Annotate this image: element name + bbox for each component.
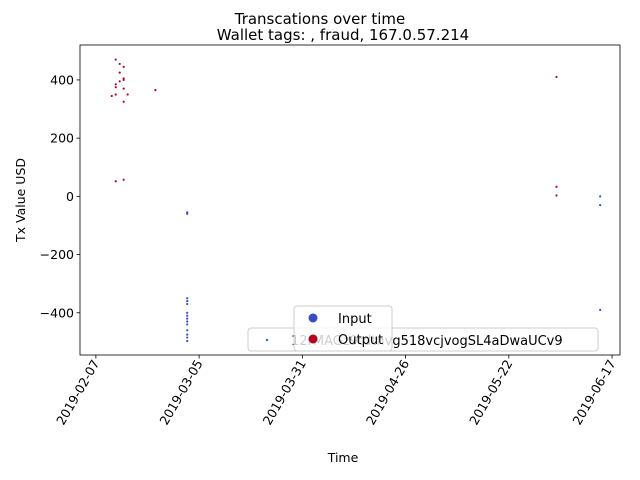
plot-area <box>80 45 620 355</box>
data-point-output <box>122 178 125 181</box>
data-point-output <box>122 65 125 68</box>
data-point-input <box>186 297 189 300</box>
y-tick-label: 400 <box>50 72 74 87</box>
data-point-output <box>118 62 121 66</box>
plot-background <box>80 45 620 355</box>
data-point-output <box>122 100 125 103</box>
legend-input-marker <box>308 313 318 323</box>
data-point-input <box>599 195 602 198</box>
data-point-output <box>122 87 125 90</box>
x-axis-label: Time <box>327 450 359 465</box>
legend-secondary-marker <box>265 338 269 342</box>
legend-box <box>293 305 393 352</box>
data-point-output <box>114 86 117 89</box>
legend-output-label: Output <box>338 333 383 348</box>
legend: Input Output <box>293 305 393 352</box>
data-point-output <box>555 194 558 197</box>
series-input <box>186 195 602 343</box>
chart-subtitle: Wallet tags: , fraud, 167.0.57.214 <box>217 26 469 44</box>
chart-title: Transcations over time <box>234 10 406 28</box>
y-tick-label: 200 <box>50 131 74 146</box>
data-point-input <box>186 323 189 326</box>
data-point-input <box>186 336 189 339</box>
data-point-output <box>114 58 117 61</box>
data-point-input <box>186 333 189 336</box>
data-point-input <box>186 302 189 306</box>
data-point-input <box>186 314 189 317</box>
data-point-input <box>186 311 189 314</box>
data-point-input <box>599 308 602 311</box>
series-output <box>110 58 558 197</box>
plot-frame <box>79 44 621 356</box>
data-point-output <box>114 83 117 86</box>
data-point-output <box>122 78 125 82</box>
data-point-output <box>114 93 117 96</box>
data-point-input <box>186 300 189 303</box>
data-point-input <box>186 339 189 343</box>
data-point-input <box>186 212 189 215</box>
data-point-input <box>186 320 189 323</box>
legend-output-marker <box>308 334 318 344</box>
legend-input-label: Input <box>338 312 372 327</box>
data-point-input <box>599 203 602 207</box>
data-point-output <box>110 94 113 98</box>
data-point-output <box>114 180 117 183</box>
data-point-output <box>555 75 558 79</box>
data-point-output <box>126 93 129 96</box>
y-tick-label: 0 <box>66 189 74 204</box>
y-axis-label: Tx Value USD <box>13 158 28 243</box>
data-point-output <box>118 80 121 83</box>
data-point-output <box>555 185 558 188</box>
y-tick-label: −200 <box>40 247 74 262</box>
data-point-input <box>186 317 189 320</box>
data-point-input <box>186 329 189 332</box>
data-point-output <box>118 71 121 74</box>
data-point-output <box>154 89 157 92</box>
y-tick-label: −400 <box>40 305 74 320</box>
